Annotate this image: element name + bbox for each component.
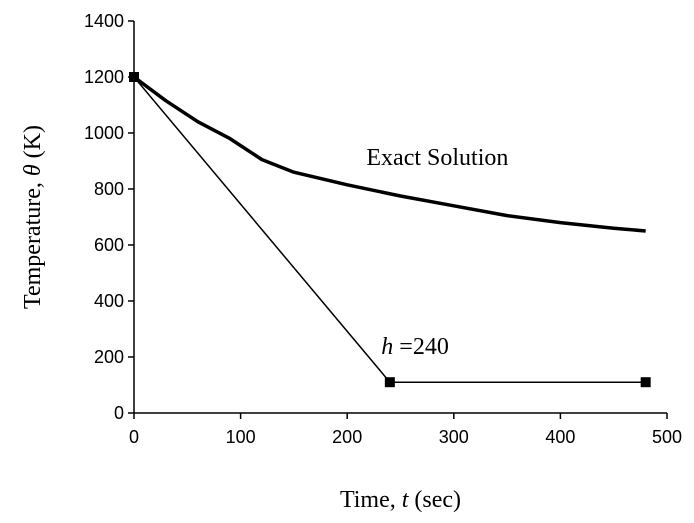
x-axis-title-suffix: (sec) <box>408 487 461 513</box>
y-axis-title: Temperature, θ (K) <box>20 125 46 309</box>
series-marker-h240 <box>640 377 651 388</box>
y-tick-label: 400 <box>94 291 124 311</box>
annotation-h: h =240 <box>381 334 449 360</box>
annotation-exact-solution: Exact Solution <box>366 145 508 171</box>
series-marker-h240 <box>384 377 395 388</box>
x-tick-label: 200 <box>332 427 362 447</box>
y-tick-label: 1200 <box>84 67 124 87</box>
ticks: 0 200 400 600 800 1000 1200 1400 0 100 200 300 400 50… <box>84 11 682 447</box>
axes <box>133 21 667 414</box>
x-tick-label: 500 <box>652 427 682 447</box>
x-axis-title-prefix: Time, <box>340 487 402 513</box>
series-group <box>129 72 651 388</box>
y-tick-label: 1400 <box>84 11 124 31</box>
y-axis-title-suffix: (K) <box>20 125 46 164</box>
y-tick-label: 200 <box>94 347 124 367</box>
y-tick-label: 800 <box>94 179 124 199</box>
x-axis-title-var: t <box>402 487 410 513</box>
x-tick-label: 100 <box>226 427 256 447</box>
y-tick-label: 0 <box>114 403 124 423</box>
annotation-h-text: =240 <box>393 334 449 360</box>
y-axis-title-prefix: Temperature, <box>20 176 46 309</box>
x-axis-title: Time, t (sec) <box>340 487 461 513</box>
y-axis-title-var: θ <box>20 164 46 176</box>
x-tick-label: 400 <box>545 427 575 447</box>
x-tick-label: 300 <box>439 427 469 447</box>
y-tick-label: 1000 <box>84 123 124 143</box>
series-line-exact-solution <box>132 75 646 233</box>
annotation-h-var: h <box>381 334 393 360</box>
y-tick-label: 600 <box>94 235 124 255</box>
series-marker-h240 <box>129 72 139 82</box>
x-tick-label: 0 <box>129 427 139 447</box>
